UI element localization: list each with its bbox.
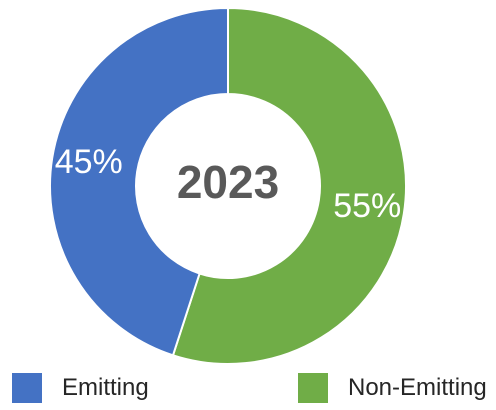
slice-labels-group: 55% 45%: [55, 143, 402, 225]
legend: Emitting Non-Emitting: [0, 370, 496, 406]
slice-emitting: [49, 6, 229, 357]
legend-swatch-non-emitting: [298, 373, 328, 403]
legend-swatch-emitting: [12, 373, 42, 403]
slice-label-emitting: 45%: [55, 143, 123, 181]
center-year-label: 2023: [177, 156, 279, 208]
slices-group: [49, 6, 407, 365]
legend-label-emitting: Emitting: [62, 374, 149, 401]
legend-label-non-emitting: Non-Emitting: [348, 374, 487, 401]
slice-non-emitting: [171, 6, 407, 365]
slice-label-non-emitting: 55%: [333, 187, 401, 225]
legend-item-emitting: Emitting: [12, 370, 149, 406]
legend-item-non-emitting: Non-Emitting: [298, 370, 487, 406]
